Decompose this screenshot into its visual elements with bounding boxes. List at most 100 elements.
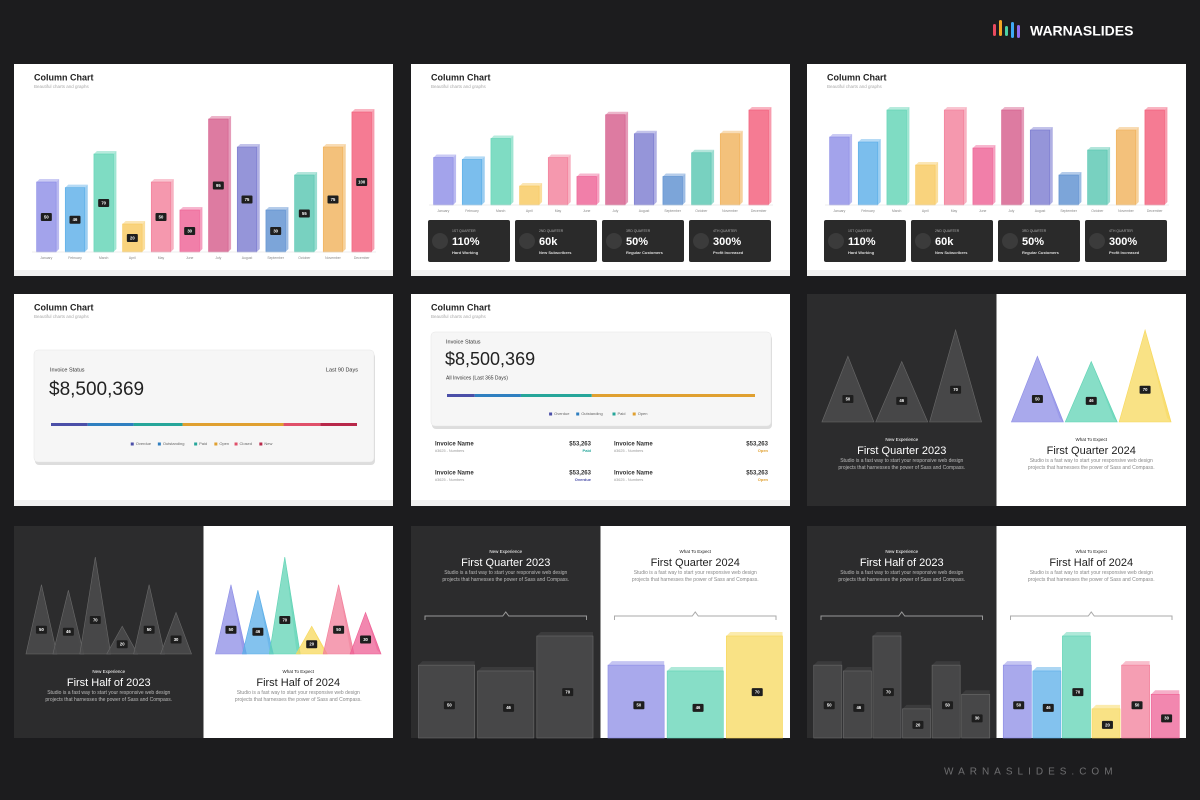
bar-side bbox=[510, 135, 514, 205]
kicker: What To Expect bbox=[680, 549, 712, 554]
card-period: All Invoices (Last 365 Days) bbox=[446, 375, 508, 381]
stat-icon bbox=[828, 233, 844, 249]
x-tick-label: July bbox=[612, 209, 618, 213]
box-top bbox=[932, 661, 961, 666]
bar-top bbox=[1144, 107, 1168, 110]
x-tick-label: September bbox=[1060, 209, 1077, 213]
value-label: 30 bbox=[1164, 716, 1169, 721]
value-label: 46 bbox=[856, 705, 861, 710]
value-tag bbox=[69, 215, 81, 224]
stat-value: 60k bbox=[539, 236, 558, 248]
bar-side bbox=[1049, 127, 1053, 205]
stat-value: 110% bbox=[848, 236, 876, 248]
value-tag bbox=[882, 688, 894, 697]
bar bbox=[547, 157, 569, 206]
invoice-status: Open bbox=[758, 477, 769, 482]
value-tag bbox=[1085, 396, 1097, 405]
box-top bbox=[1062, 632, 1091, 636]
legend-swatch bbox=[632, 412, 636, 416]
legend-label: Paid bbox=[199, 441, 207, 446]
value-tag bbox=[1042, 703, 1054, 712]
stat-quarter: 1ST QUARTER bbox=[452, 229, 476, 233]
box bbox=[536, 635, 594, 739]
card-title: Invoice Status bbox=[50, 367, 85, 373]
stat-label: New Subscribers bbox=[539, 250, 572, 255]
x-tick-label: January bbox=[437, 209, 449, 213]
body-text-box: Studio is a fast way to start your respo… bbox=[235, 690, 362, 703]
legend-label: Overdue bbox=[136, 441, 152, 446]
invoice-name: Invoice Name bbox=[435, 442, 474, 448]
value-label: 50 bbox=[229, 627, 234, 632]
half-title: First Half of 2024 bbox=[1049, 557, 1133, 569]
bar-top bbox=[122, 221, 146, 224]
value-label: 70 bbox=[1143, 387, 1148, 392]
bar-top bbox=[237, 144, 260, 147]
value-tag bbox=[35, 625, 47, 634]
x-tick-label: February bbox=[465, 209, 479, 213]
value-tag bbox=[155, 213, 167, 221]
bar-top bbox=[151, 179, 174, 182]
stat-icon bbox=[432, 233, 448, 249]
bar-top bbox=[858, 139, 881, 142]
value-label: 30 bbox=[174, 637, 179, 642]
stat-label: Hard Working bbox=[452, 250, 479, 255]
invoice-number: #3625 - Numbers bbox=[435, 449, 464, 453]
invoice-amount: $53,263 bbox=[569, 442, 591, 448]
body-text-box: Studio is a fast way to start your respo… bbox=[838, 570, 965, 583]
value-label: 20 bbox=[309, 642, 314, 647]
invoice-name: Invoice Name bbox=[614, 442, 653, 448]
status-segment bbox=[591, 394, 755, 397]
value-tag bbox=[360, 635, 372, 644]
stat-icon bbox=[519, 233, 535, 249]
invoice-amount: $53,263 bbox=[746, 471, 768, 477]
x-tick-label: August bbox=[639, 209, 650, 213]
bar-side bbox=[1021, 107, 1025, 205]
stat-value: 300% bbox=[713, 236, 741, 248]
value-label: 50 bbox=[39, 627, 44, 632]
value-label: 50 bbox=[336, 627, 341, 632]
value-tag bbox=[184, 227, 196, 235]
bar bbox=[943, 109, 965, 206]
value-label: 30 bbox=[273, 228, 278, 233]
box-top bbox=[813, 661, 842, 666]
body-text: Studio is a fast way to start your respo… bbox=[838, 458, 966, 471]
slide-footer bbox=[411, 270, 790, 276]
legend-label: New bbox=[264, 441, 272, 446]
x-tick-label: March bbox=[496, 209, 506, 213]
triangle bbox=[52, 590, 85, 655]
value-label: 20 bbox=[120, 642, 125, 647]
value-tag bbox=[1013, 701, 1025, 710]
bar bbox=[490, 138, 511, 206]
slide: Column Chart Beautiful charts and graphs J… bbox=[411, 64, 790, 276]
value-tag bbox=[225, 625, 237, 634]
value-tag bbox=[942, 701, 954, 710]
value-tag bbox=[950, 385, 962, 394]
value-label: 70 bbox=[953, 387, 958, 392]
invoice-card bbox=[430, 331, 772, 427]
bar-top bbox=[294, 172, 318, 175]
bar-side bbox=[1078, 172, 1082, 205]
bar-top bbox=[519, 183, 543, 186]
bar bbox=[1087, 149, 1108, 206]
bar-side bbox=[653, 130, 657, 205]
value-label: 46 bbox=[66, 629, 71, 634]
x-tick-label: November bbox=[722, 209, 739, 213]
triangle bbox=[295, 625, 328, 655]
bar-top bbox=[720, 130, 743, 134]
triangle bbox=[929, 328, 982, 423]
value-label: 50 bbox=[827, 703, 832, 708]
stat-label: Regular Customers bbox=[626, 250, 664, 255]
triangle bbox=[1010, 355, 1064, 423]
stat-icon bbox=[693, 233, 709, 249]
x-tick-label: March bbox=[99, 256, 109, 260]
value-label: 30 bbox=[363, 637, 368, 642]
card-period: Last 90 Days bbox=[326, 367, 358, 373]
body-text: Studio is a fast way to start your respo… bbox=[631, 570, 759, 583]
bar-top bbox=[944, 107, 967, 110]
value-label: 30 bbox=[187, 228, 192, 233]
bar bbox=[748, 109, 769, 206]
value-tag bbox=[912, 720, 924, 729]
value-tag bbox=[170, 635, 182, 644]
legend-swatch bbox=[259, 442, 263, 446]
